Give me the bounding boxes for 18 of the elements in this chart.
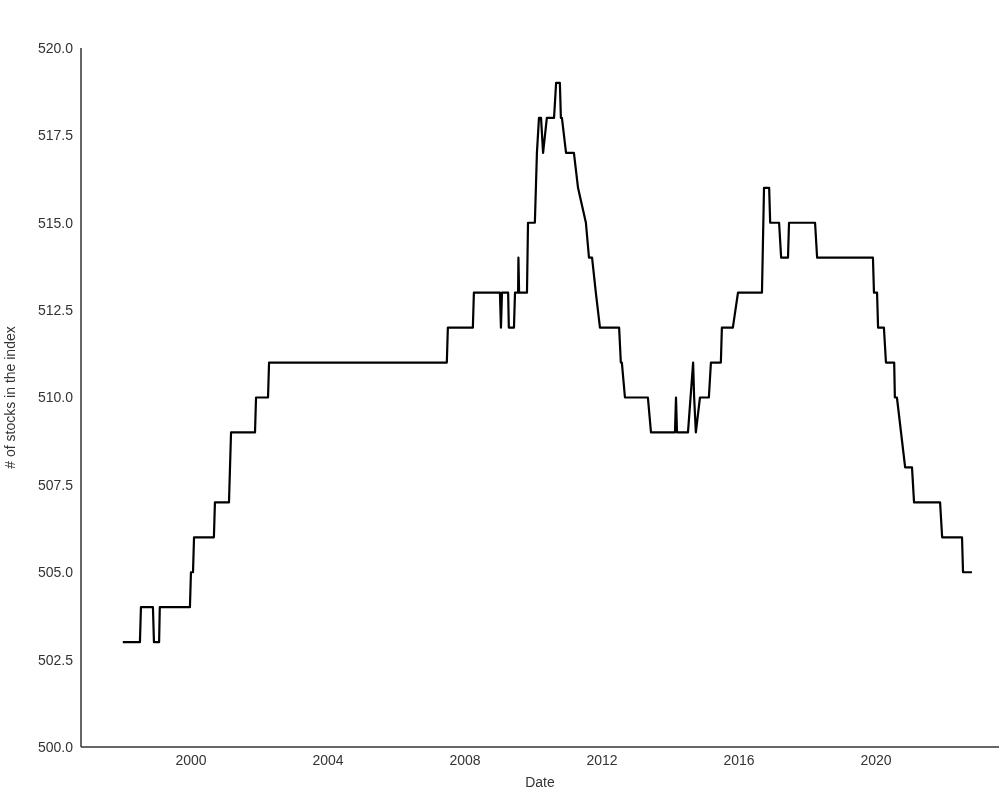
- y-tick-label: 512.5: [37, 302, 74, 319]
- y-tick-label: 517.5: [37, 127, 74, 144]
- y-tick-label: 510.0: [37, 389, 74, 406]
- y-tick-label: 500.0: [37, 738, 74, 755]
- x-tick-label: 2012: [586, 751, 618, 768]
- y-axis-title: # of stocks in the index: [1, 326, 18, 469]
- y-tick-label: 507.5: [37, 476, 74, 493]
- y-tick-label: 505.0: [37, 564, 74, 581]
- y-tick-label: 520.0: [37, 39, 74, 56]
- x-tick-label: 2016: [723, 751, 755, 768]
- x-axis-title: Date: [525, 774, 555, 789]
- x-tick-label: 2008: [449, 751, 481, 768]
- x-tick-label: 2020: [860, 751, 892, 768]
- y-tick-label: 515.0: [37, 214, 74, 231]
- x-tick-label: 2000: [175, 751, 207, 768]
- x-tick-label: 2004: [312, 751, 344, 768]
- line-series: [121, 81, 974, 644]
- y-tick-label: 502.5: [37, 651, 74, 668]
